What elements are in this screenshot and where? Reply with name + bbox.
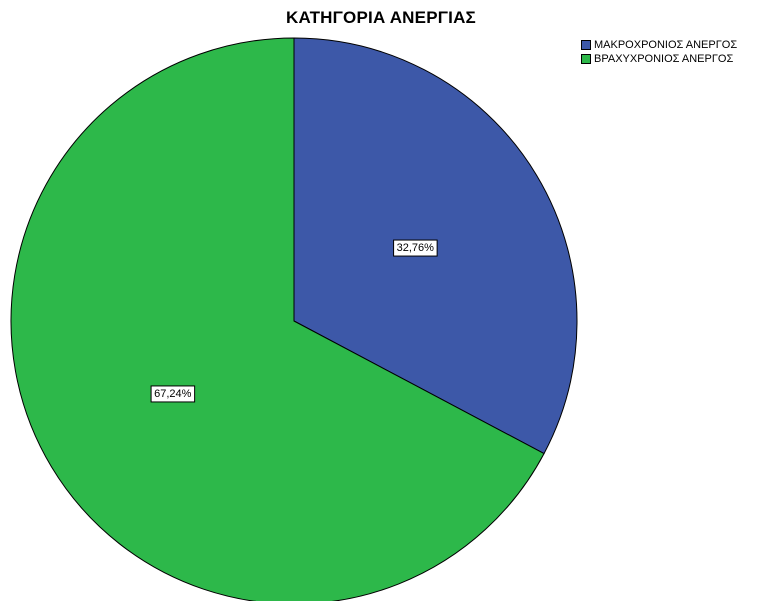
legend-item-short-term: ΒΡΑΧΥΧΡΟΝΙΟΣ ΑΝΕΡΓΟΣ bbox=[581, 52, 737, 66]
svg-text:67,24%: 67,24% bbox=[154, 388, 192, 400]
chart-title: ΚΑΤΗΓΟΡΙΑ ΑΝΕΡΓΙΑΣ bbox=[286, 8, 476, 27]
slice-label-short-term: 67,24% bbox=[150, 385, 196, 403]
legend-item-long-term: ΜΑΚΡΟΧΡΟΝΙΟΣ ΑΝΕΡΓΟΣ bbox=[581, 38, 737, 52]
legend-label-short-term: ΒΡΑΧΥΧΡΟΝΙΟΣ ΑΝΕΡΓΟΣ bbox=[594, 53, 734, 65]
legend-label-long-term: ΜΑΚΡΟΧΡΟΝΙΟΣ ΑΝΕΡΓΟΣ bbox=[594, 39, 738, 51]
legend: ΜΑΚΡΟΧΡΟΝΙΟΣ ΑΝΕΡΓΟΣ ΒΡΑΧΥΧΡΟΝΙΟΣ ΑΝΕΡΓΟ… bbox=[581, 38, 737, 66]
slice-short-term bbox=[10, 37, 545, 601]
svg-text:32,76%: 32,76% bbox=[397, 242, 435, 254]
legend-swatch-short-term bbox=[581, 54, 591, 64]
legend-swatch-long-term bbox=[581, 40, 591, 50]
slice-label-long-term: 32,76% bbox=[393, 239, 438, 257]
